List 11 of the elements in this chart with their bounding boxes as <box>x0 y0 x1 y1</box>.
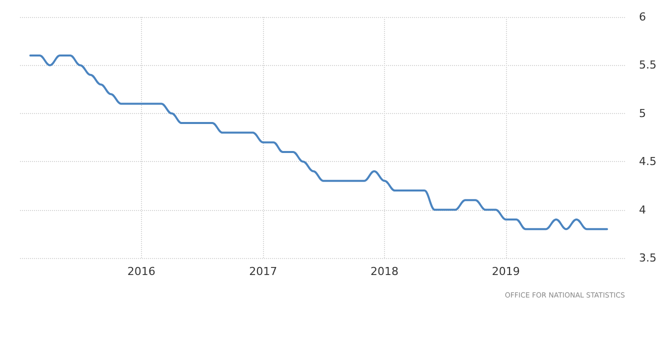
x-tick-label: 2019 <box>492 265 520 278</box>
y-tick-label: 5 <box>639 106 646 120</box>
y-tick-label: 5.5 <box>639 58 656 72</box>
y-tick-label: 3.5 <box>639 252 656 264</box>
x-tick-label: 2016 <box>127 265 156 278</box>
x-tick-label: 2018 <box>370 265 399 278</box>
y-tick-label: 6 <box>639 10 646 24</box>
y-tick-label: 4 <box>639 203 646 216</box>
line-series <box>29 54 608 230</box>
y-tick-label: 4.5 <box>639 155 656 168</box>
x-tick-label: 2017 <box>249 265 278 278</box>
